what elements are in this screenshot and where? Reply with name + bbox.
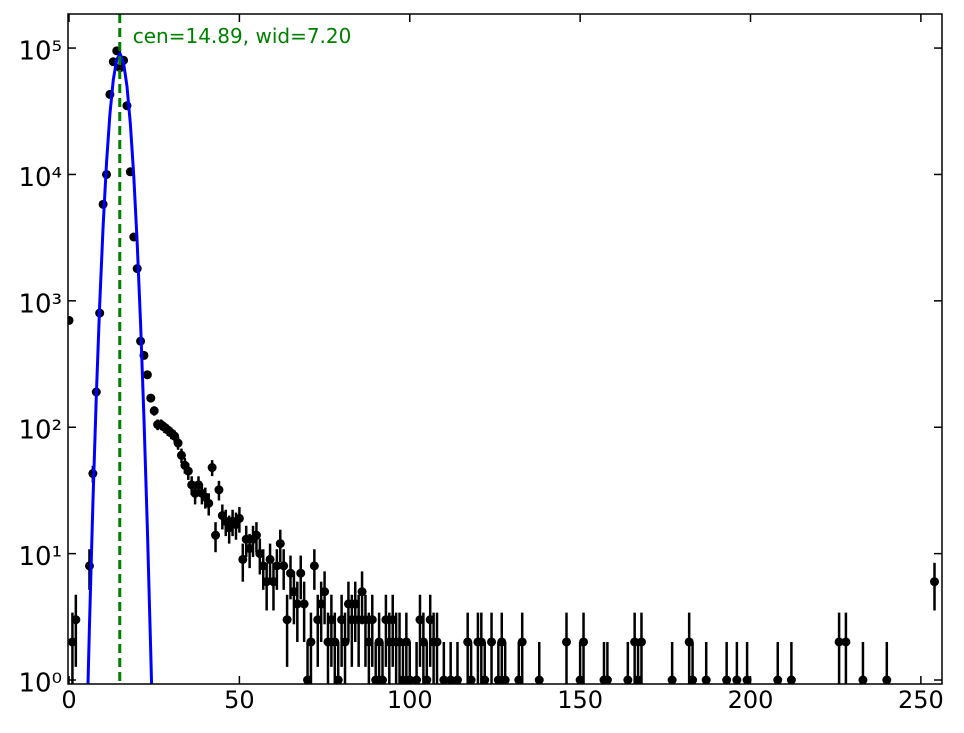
- x-tick-label: 150: [557, 686, 603, 714]
- data-point: [115, 63, 125, 73]
- data-point: [579, 637, 589, 647]
- data-point: [292, 599, 302, 609]
- data-point: [251, 530, 261, 540]
- x-tick-label: 100: [387, 686, 433, 714]
- annotation: cen=14.89, wid=7.20: [133, 24, 352, 48]
- data-point: [742, 675, 752, 684]
- data-point: [667, 675, 677, 684]
- data-point: [732, 675, 742, 684]
- y-tick-label: 10²: [18, 416, 62, 446]
- axes: 0 50 100 150 200 250 10⁰ 10¹ 10² 10³ 10⁴ 10⁵ cen=14.…: [18, 14, 944, 714]
- data-point: [722, 675, 732, 684]
- data-point: [234, 513, 244, 523]
- data-point: [466, 675, 476, 684]
- data-point: [623, 675, 633, 684]
- y-tick-label: 10⁵: [18, 37, 62, 67]
- data-point: [367, 615, 377, 625]
- data-point: [452, 675, 462, 684]
- x-tick-label: 0: [61, 686, 76, 714]
- x-tick-label: 250: [898, 686, 944, 714]
- data-point: [272, 561, 282, 571]
- data-point: [786, 675, 796, 684]
- data-point: [446, 675, 456, 684]
- plot-area: [68, 14, 940, 684]
- fit-line: [86, 50, 154, 684]
- data-point: [309, 561, 319, 571]
- data-point: [173, 438, 183, 448]
- data-point: [636, 637, 646, 647]
- data-point: [701, 675, 711, 684]
- data-point: [357, 587, 367, 597]
- data-point: [930, 577, 940, 587]
- y-tick-label: 10⁰: [18, 669, 62, 699]
- data-point: [296, 568, 306, 578]
- data-point: [238, 554, 248, 564]
- data-point: [858, 675, 868, 684]
- data-point: [422, 675, 432, 684]
- data-point: [412, 675, 422, 684]
- data-point: [562, 637, 572, 647]
- data-point: [487, 637, 497, 647]
- data-point: [882, 675, 892, 684]
- data-point: [176, 450, 186, 460]
- x-tick-label: 50: [224, 686, 255, 714]
- data-point: [149, 406, 159, 416]
- data-point: [517, 637, 527, 647]
- data-point: [204, 498, 214, 508]
- data-point: [378, 675, 388, 684]
- data-point: [834, 637, 844, 647]
- data-point: [279, 561, 289, 571]
- y-tick-label: 10³: [18, 289, 62, 319]
- data-point: [841, 637, 851, 647]
- data-point: [320, 587, 330, 597]
- data-point: [211, 530, 221, 540]
- data-point: [688, 675, 698, 684]
- y-tick-label: 10¹: [18, 542, 62, 572]
- data-point: [183, 466, 193, 476]
- data-point: [299, 599, 309, 609]
- data-point: [68, 315, 74, 325]
- x-tick-label: 200: [728, 686, 774, 714]
- data-point: [275, 539, 285, 549]
- data-point: [480, 675, 490, 684]
- data-point: [602, 675, 612, 684]
- data-point: [333, 675, 343, 684]
- data-point: [265, 554, 275, 564]
- data-point: [282, 615, 292, 625]
- data-point: [432, 637, 442, 647]
- data-point: [439, 675, 449, 684]
- data-point: [306, 637, 316, 647]
- y-tick-label: 10⁴: [18, 163, 62, 193]
- data-point: [500, 675, 510, 684]
- data-point: [71, 615, 81, 625]
- plot-frame: [67, 13, 943, 685]
- data-point: [773, 675, 783, 684]
- data-point: [214, 485, 224, 495]
- data-point: [534, 675, 544, 684]
- data-point: [207, 463, 217, 473]
- data-point: [146, 393, 156, 403]
- data-point: [142, 370, 152, 380]
